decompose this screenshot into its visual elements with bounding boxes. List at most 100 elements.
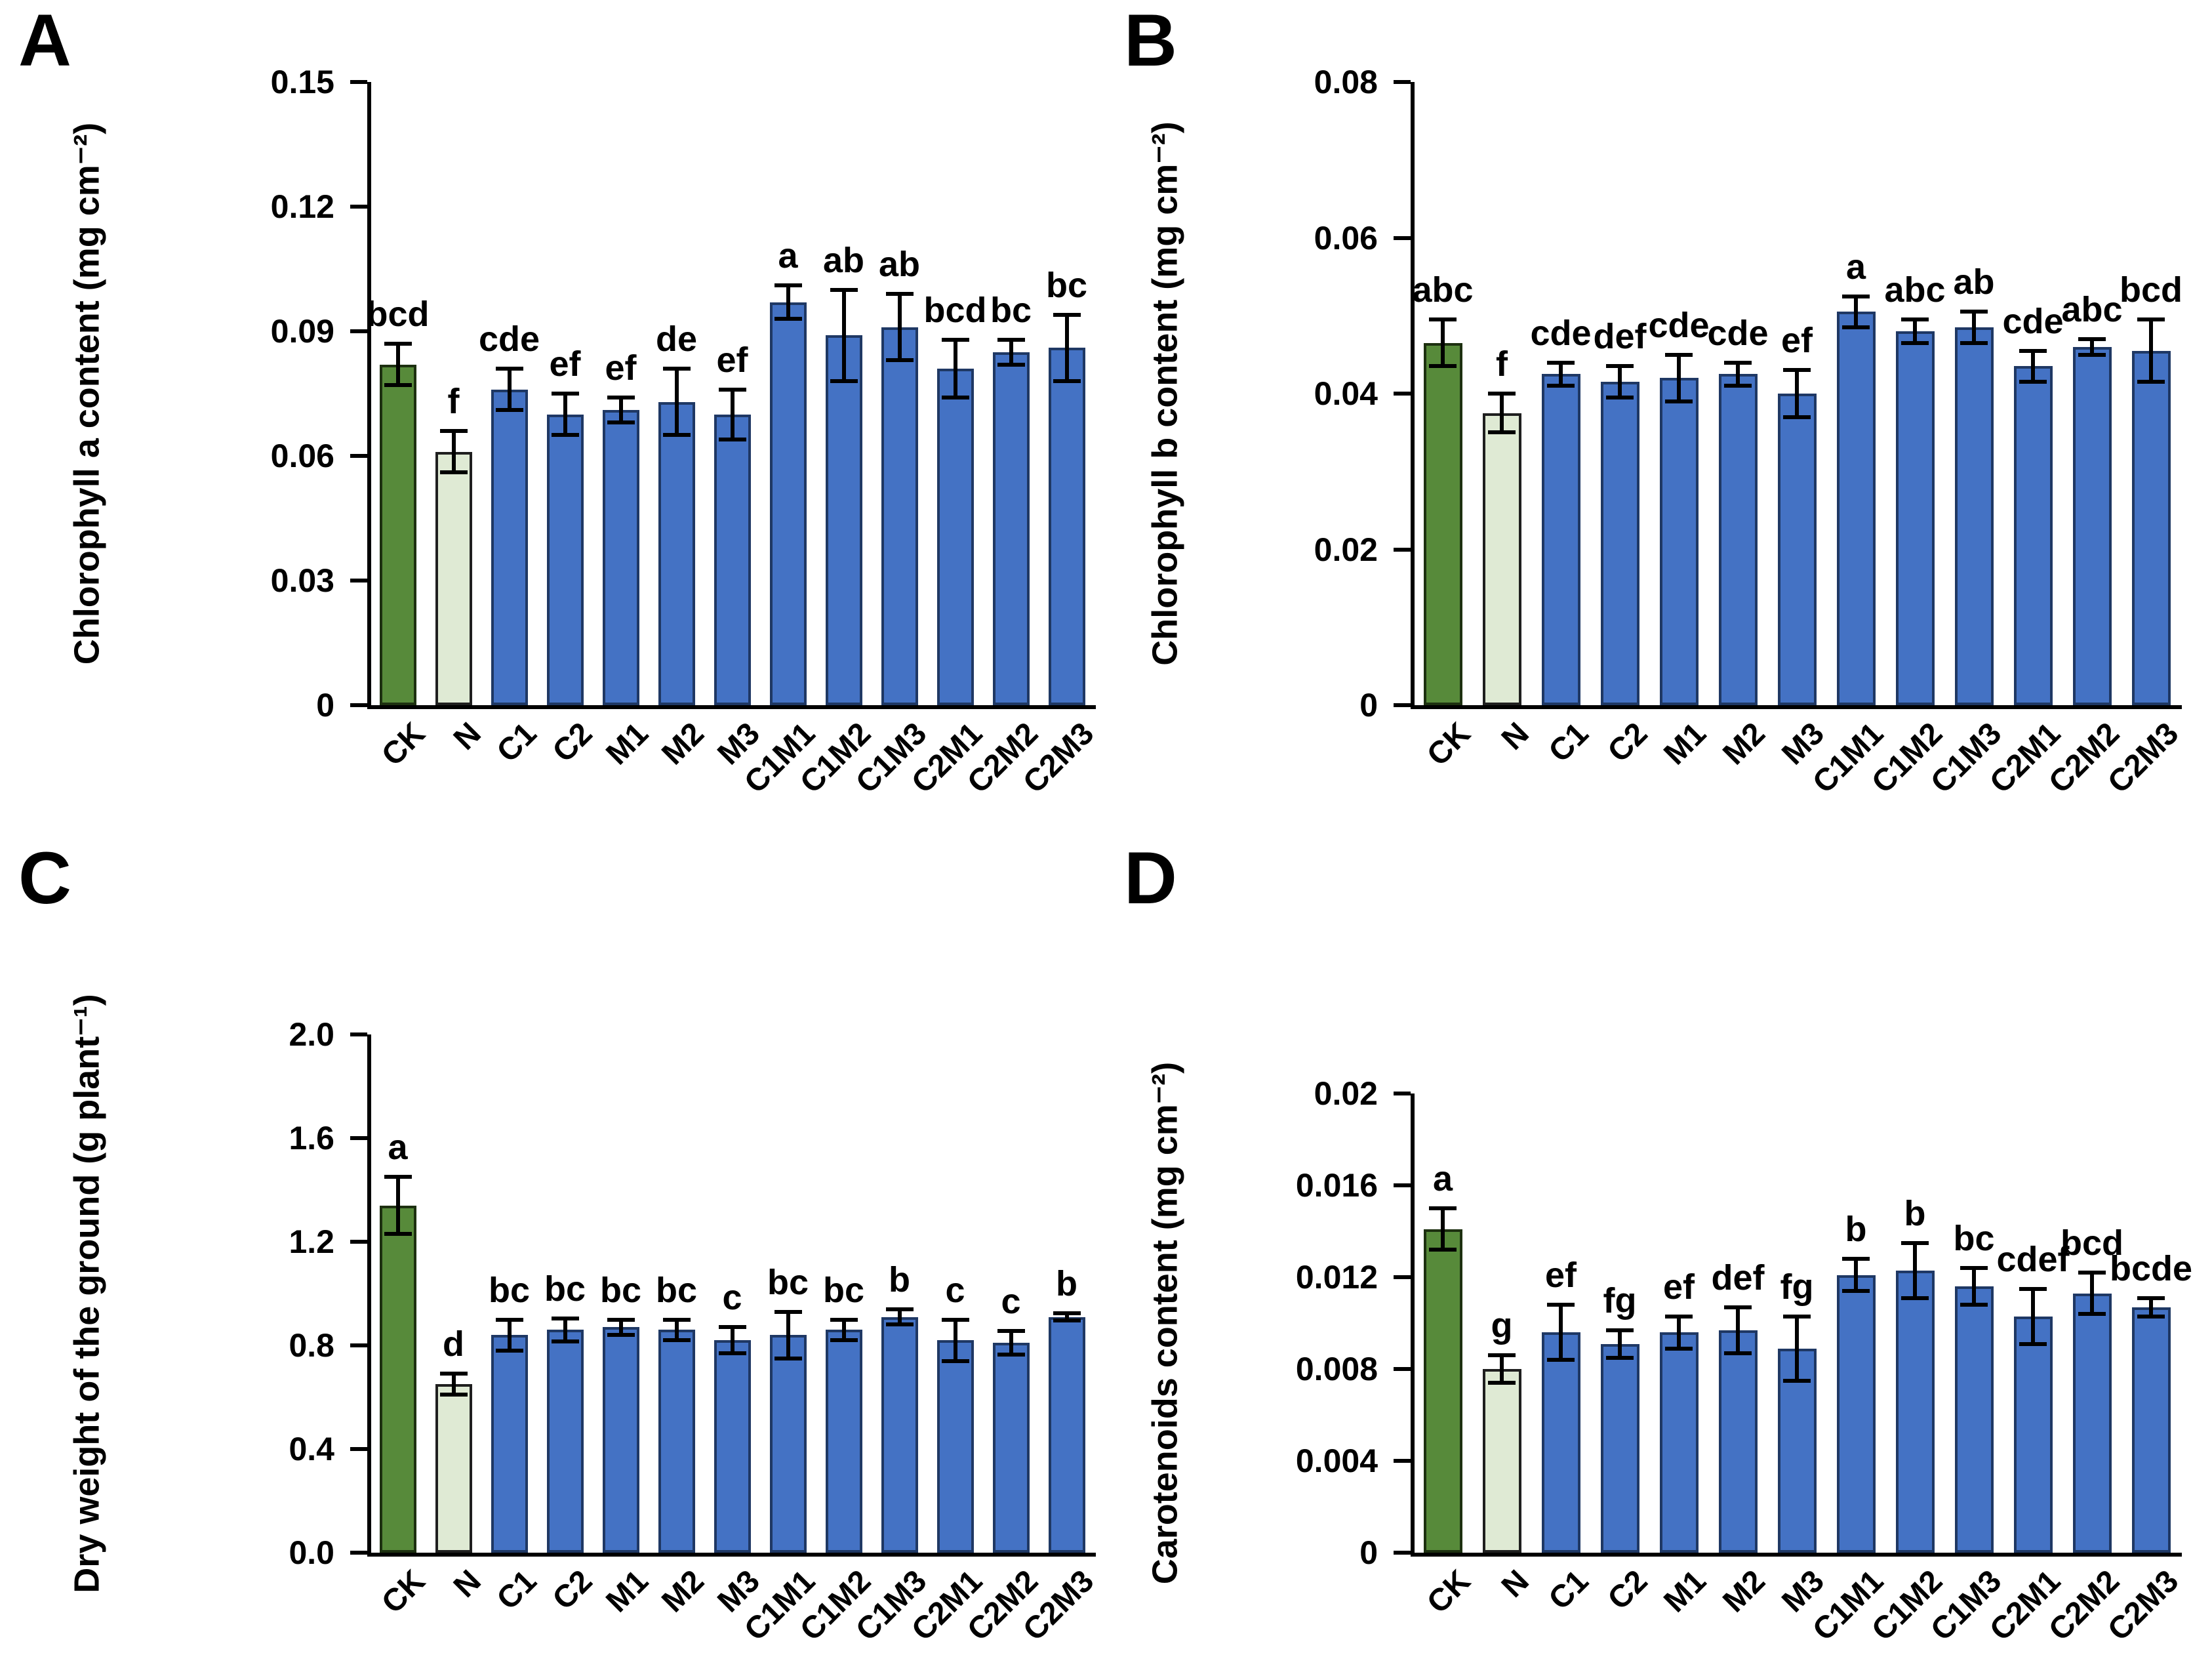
error-bar-cap-top — [2019, 348, 2047, 353]
error-bar-cap-bottom — [718, 437, 746, 441]
x-tick-label-text: N — [447, 716, 488, 757]
error-bar — [563, 1318, 567, 1342]
significance-letter: ef — [605, 348, 637, 388]
significance-letter: def — [1593, 317, 1647, 357]
error-bar-cap-bottom — [1783, 1378, 1811, 1383]
error-bar-cap-top — [1842, 1257, 1870, 1261]
error-bar-cap-bottom — [774, 1356, 802, 1360]
y-tick-label: 0.06 — [270, 438, 334, 474]
error-bar — [451, 1374, 456, 1395]
y-tick-label: 0.02 — [1314, 531, 1378, 568]
significance-letter: ef — [549, 344, 581, 384]
error-bar-cap-bottom — [2137, 1314, 2165, 1318]
error-bar-cap-top — [2019, 1286, 2047, 1291]
error-bar — [395, 1177, 400, 1235]
error-bar-cap-top — [1547, 1303, 1575, 1307]
error-bar-cap-bottom — [607, 420, 635, 425]
error-bar — [2090, 338, 2094, 355]
bar-C1M1 — [769, 1335, 807, 1553]
error-bar-cap-bottom — [1606, 395, 1634, 399]
significance-letter: c — [722, 1278, 742, 1318]
error-bar — [1854, 1259, 1858, 1291]
error-bar-cap-bottom — [1429, 1248, 1457, 1252]
bar-C1 — [491, 1335, 528, 1553]
x-tick-label-text: N — [1495, 716, 1537, 757]
significance-letter: bc — [488, 1270, 531, 1310]
error-bar — [897, 294, 902, 361]
error-bar-cap-bottom — [941, 396, 969, 400]
error-bar — [1677, 354, 1681, 401]
error-bar-cap-bottom — [1901, 340, 1929, 345]
significance-letter: def — [1711, 1257, 1765, 1298]
error-bar-cap-bottom — [1960, 340, 1988, 345]
y-tick-mark — [1394, 235, 1411, 240]
bar-M3 — [714, 414, 751, 705]
error-bar-cap-bottom — [495, 408, 523, 413]
error-bar-cap-top — [1547, 360, 1575, 365]
y-tick-mark — [350, 1343, 367, 1347]
bar-M3 — [714, 1340, 751, 1553]
error-bar — [507, 369, 512, 411]
x-tick-label-text: C2 — [546, 716, 599, 769]
y-tick-mark — [350, 205, 367, 209]
y-tick-label: 1.2 — [289, 1223, 334, 1260]
panel-letter: A — [18, 0, 71, 81]
error-bar — [1736, 362, 1740, 386]
bar-C2M1 — [2013, 366, 2053, 705]
error-bar — [730, 389, 734, 439]
error-bar — [1913, 319, 1917, 343]
error-bar — [1559, 362, 1563, 386]
y-tick-mark — [350, 1447, 367, 1451]
error-bar — [1972, 1268, 1976, 1305]
error-bar-cap-top — [439, 429, 468, 433]
x-tick-label-text: N — [1495, 1563, 1537, 1604]
y-axis-title: Chlorophyll b content (mg cm⁻²) — [1145, 121, 1185, 666]
error-bar-cap-top — [1960, 1266, 1988, 1270]
significance-letter: a — [778, 236, 798, 276]
error-bar-cap-top — [1606, 1328, 1634, 1332]
error-bar-cap-top — [1783, 1314, 1811, 1318]
y-tick-label: 0.12 — [270, 188, 334, 225]
x-tick-label-text: C1 — [490, 716, 544, 769]
y-tick-mark — [350, 329, 367, 333]
significance-letter: bc — [767, 1262, 809, 1302]
x-tick-label-text: M2 — [1716, 716, 1773, 772]
error-bar-cap-top — [941, 337, 969, 342]
panel-chlorophyll-b: B Chlorophyll b content (mg cm⁻²) 0.08 0.… — [1106, 0, 2212, 838]
error-bar-cap-top — [662, 367, 691, 371]
y-tick-label: 0 — [1359, 687, 1378, 724]
error-bar-cap-bottom — [1053, 379, 1081, 383]
x-tick-label-text: CK — [375, 1563, 432, 1621]
y-tick-mark — [1394, 1275, 1411, 1279]
significance-letter: bc — [544, 1269, 586, 1309]
error-bar — [730, 1327, 734, 1353]
error-bar — [953, 339, 957, 398]
error-bar — [1618, 366, 1622, 398]
error-bar-cap-top — [1842, 294, 1870, 298]
significance-letter: a — [1845, 247, 1866, 287]
y-tick-label: 0.4 — [289, 1431, 334, 1467]
error-bar-cap-bottom — [662, 1338, 691, 1343]
bar-C1M2 — [825, 1330, 862, 1553]
error-bar-cap-bottom — [1606, 1355, 1634, 1360]
bar-M2 — [658, 401, 695, 705]
y-tick-mark — [1394, 1367, 1411, 1371]
error-bar-cap-bottom — [941, 1359, 969, 1363]
error-bar-cap-top — [1053, 1311, 1081, 1315]
x-tick-label-text: M1 — [1657, 716, 1714, 772]
error-bar-cap-top — [774, 1309, 802, 1314]
significance-letter: d — [443, 1324, 464, 1364]
error-bar — [1913, 1242, 1917, 1298]
error-bar — [2090, 1273, 2094, 1314]
error-bar-cap-bottom — [885, 1322, 914, 1327]
error-bar — [1795, 370, 1799, 417]
bar-C1M3 — [881, 1317, 918, 1553]
bar-C2M1 — [2013, 1316, 2053, 1553]
bar-C2M1 — [936, 1340, 974, 1553]
y-tick-mark — [1394, 547, 1411, 552]
error-bar — [841, 289, 846, 381]
error-bar — [2031, 1288, 2035, 1344]
error-bar-cap-top — [1606, 364, 1634, 369]
error-bar-cap-bottom — [1665, 399, 1693, 403]
